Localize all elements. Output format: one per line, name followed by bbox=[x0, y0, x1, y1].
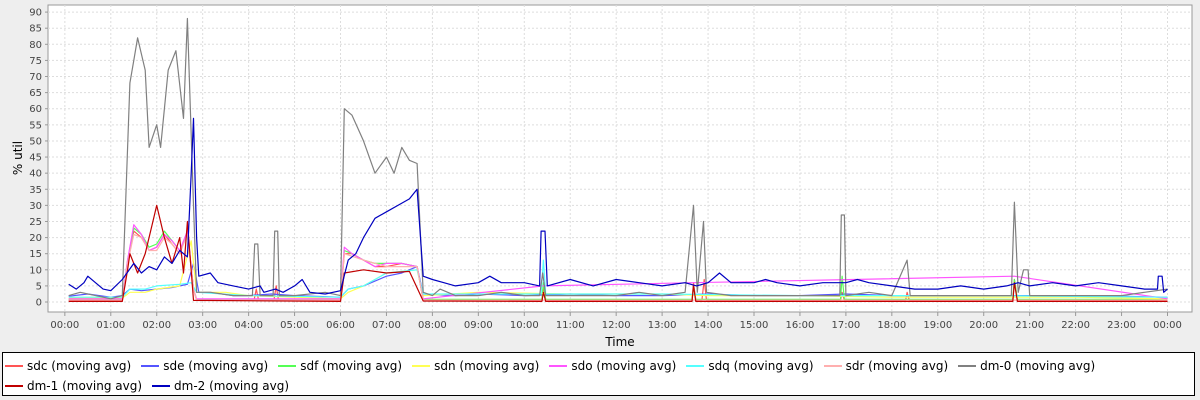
x-tick-label: 03:00 bbox=[188, 320, 217, 331]
y-tick-label: 25 bbox=[29, 217, 42, 228]
y-tick-label: 80 bbox=[29, 40, 42, 51]
x-tick-label: 12:00 bbox=[602, 320, 631, 331]
series-lines bbox=[68, 17, 1168, 302]
y-tick-label: 85 bbox=[29, 24, 42, 35]
y-tick-label: 50 bbox=[29, 136, 42, 147]
legend-label: sdf (moving avg) bbox=[300, 359, 403, 373]
x-tick-label: 23:00 bbox=[1107, 320, 1136, 331]
series-line-dm-1 bbox=[68, 204, 1168, 302]
x-tick-label: 22:00 bbox=[1061, 320, 1090, 331]
legend-item: sdq (moving avg) bbox=[686, 357, 814, 376]
y-tick-label: 0 bbox=[36, 298, 42, 309]
x-tick-label: 19:00 bbox=[923, 320, 952, 331]
legend-label: sdo (moving avg) bbox=[571, 359, 677, 373]
x-tick-label: 18:00 bbox=[877, 320, 906, 331]
x-tick-label: 14:00 bbox=[694, 320, 723, 331]
y-axis: 0 5 10 15 20 25 30 35 40 45 50 55 60 65 70 75 80 85 90 bbox=[29, 8, 48, 309]
y-tick-label: 45 bbox=[29, 153, 42, 164]
series-line-sdr bbox=[68, 233, 1168, 301]
gridlines bbox=[48, 5, 1192, 312]
legend-swatch bbox=[823, 365, 842, 367]
x-tick-label: 07:00 bbox=[372, 320, 401, 331]
y-tick-label: 5 bbox=[36, 281, 42, 292]
legend-item: dm-0 (moving avg) bbox=[958, 357, 1095, 376]
legend-swatch bbox=[141, 365, 160, 367]
x-tick-label: 04:00 bbox=[234, 320, 263, 331]
y-tick-label: 90 bbox=[29, 8, 42, 19]
y-tick-label: 40 bbox=[29, 169, 42, 180]
legend-swatch bbox=[5, 365, 23, 367]
legend-swatch bbox=[152, 384, 171, 387]
x-tick-label: 16:00 bbox=[786, 320, 815, 331]
x-axis-label: Time bbox=[604, 335, 634, 349]
x-tick-label: 13:00 bbox=[648, 320, 677, 331]
legend-label: sdr (moving avg) bbox=[845, 359, 949, 373]
legend-item: sdr (moving avg) bbox=[823, 357, 949, 376]
x-tick-label: 00:00 bbox=[50, 320, 79, 331]
legend-item: sdf (moving avg) bbox=[278, 357, 402, 376]
x-tick-label: 09:00 bbox=[464, 320, 493, 331]
x-tick-label: 20:00 bbox=[969, 320, 998, 331]
y-tick-label: 60 bbox=[29, 104, 42, 115]
x-tick-label: 01:00 bbox=[96, 320, 125, 331]
x-tick-label: 05:00 bbox=[280, 320, 309, 331]
series-line-sdq bbox=[68, 259, 1168, 298]
legend-label: sde (moving avg) bbox=[163, 359, 269, 373]
legend-swatch bbox=[5, 384, 23, 387]
y-tick-label: 75 bbox=[29, 56, 42, 67]
y-axis-label: % util bbox=[11, 141, 25, 175]
y-tick-label: 55 bbox=[29, 120, 42, 131]
legend-item: sde (moving avg) bbox=[141, 357, 268, 376]
plot-area bbox=[47, 4, 1193, 313]
legend-swatch bbox=[958, 365, 977, 367]
y-tick-label: 65 bbox=[29, 88, 42, 99]
x-tick-label: 15:00 bbox=[740, 320, 769, 331]
x-tick-label: 10:00 bbox=[510, 320, 539, 331]
legend-label: dm-0 (moving avg) bbox=[980, 359, 1096, 373]
x-tick-label: 06:00 bbox=[326, 320, 355, 331]
line-chart: 00:00 01:00 02:00 03:00 04:00 05:00 06:00 07:00… bbox=[11, 4, 1193, 349]
legend-label: dm-2 (moving avg) bbox=[174, 378, 290, 393]
legend: sdc (moving avg) sde (moving avg) sdf (mov… bbox=[2, 352, 1195, 396]
y-tick-label: 15 bbox=[29, 249, 42, 260]
legend-swatch bbox=[549, 365, 568, 367]
x-tick-label: 08:00 bbox=[418, 320, 447, 331]
y-tick-label: 70 bbox=[29, 72, 42, 83]
legend-swatch bbox=[412, 365, 431, 367]
y-tick-label: 35 bbox=[29, 185, 42, 196]
x-axis: 00:00 01:00 02:00 03:00 04:00 05:00 06:00 07:00… bbox=[50, 312, 1182, 331]
x-tick-label: 21:00 bbox=[1015, 320, 1044, 331]
y-tick-label: 20 bbox=[29, 233, 42, 244]
series-line-dm-2 bbox=[68, 117, 1168, 295]
series-line-dm-0 bbox=[68, 17, 1168, 300]
legend-item: dm-1 (moving avg) bbox=[5, 376, 142, 395]
legend-label: dm-1 (moving avg) bbox=[27, 378, 143, 393]
legend-label: sdq (moving avg) bbox=[708, 359, 814, 373]
legend-swatch bbox=[278, 365, 297, 367]
legend-label: sdn (moving avg) bbox=[434, 359, 540, 373]
x-tick-label: 11:00 bbox=[556, 320, 585, 331]
legend-item: dm-2 (moving avg) bbox=[152, 376, 289, 395]
legend-item: sdn (moving avg) bbox=[412, 357, 539, 376]
legend-swatch bbox=[686, 365, 705, 367]
legend-item: sdc (moving avg) bbox=[5, 357, 131, 376]
x-tick-label: 02:00 bbox=[142, 320, 171, 331]
legend-label: sdc (moving avg) bbox=[27, 359, 132, 373]
y-tick-label: 30 bbox=[29, 201, 42, 212]
legend-item: sdo (moving avg) bbox=[549, 357, 676, 376]
x-tick-label: 00:00 bbox=[1153, 320, 1182, 331]
y-tick-label: 10 bbox=[29, 265, 42, 276]
x-tick-label: 17:00 bbox=[831, 320, 860, 331]
